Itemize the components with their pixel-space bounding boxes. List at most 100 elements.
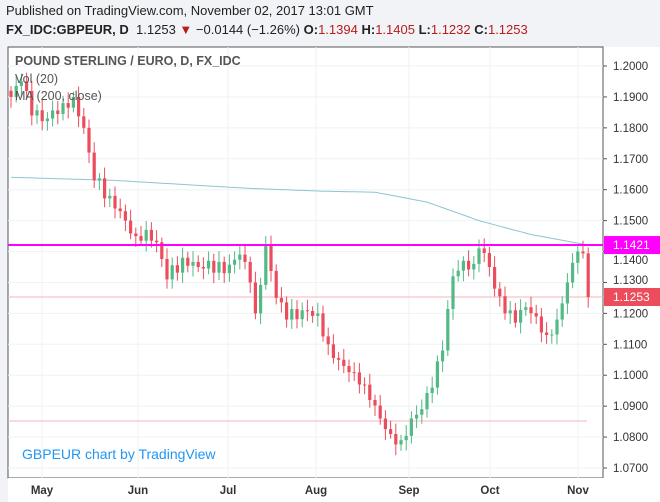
candle-body xyxy=(456,270,460,277)
candle xyxy=(222,256,226,283)
candle-body xyxy=(404,435,408,441)
candle-body xyxy=(56,110,60,114)
price-label-bg xyxy=(604,236,660,255)
candle-body xyxy=(300,310,304,320)
candle-body xyxy=(207,260,211,269)
candle xyxy=(404,425,408,451)
candle-body xyxy=(155,240,159,243)
candle xyxy=(430,376,434,404)
candle-body xyxy=(581,251,585,254)
candle-body xyxy=(108,195,112,199)
y-tick-label: 1.0900 xyxy=(613,401,648,413)
candle xyxy=(446,300,450,357)
candle xyxy=(123,204,127,232)
close-value: 1.1253 xyxy=(487,22,528,37)
candle xyxy=(165,248,169,289)
candle xyxy=(337,352,341,371)
x-tick-label: Jun xyxy=(128,485,148,497)
candle xyxy=(181,247,185,283)
candle xyxy=(316,302,320,327)
candle-body xyxy=(467,260,471,270)
price-label: 1.1421 xyxy=(613,238,650,252)
candle-body xyxy=(227,264,231,274)
candle xyxy=(191,251,195,277)
candle-body xyxy=(352,372,356,374)
candle-body xyxy=(316,313,320,316)
vol-legend[interactable]: Vol (20) xyxy=(15,72,59,86)
candle-body xyxy=(529,307,533,314)
candle-body xyxy=(305,310,309,312)
candle xyxy=(149,222,153,248)
candle xyxy=(103,167,107,208)
candle xyxy=(539,308,543,343)
candle-body xyxy=(394,433,398,445)
candle xyxy=(201,257,205,280)
candle-body xyxy=(123,211,127,221)
candle-body xyxy=(139,236,143,241)
candle-body xyxy=(40,110,44,122)
candle xyxy=(19,73,23,97)
candle-body xyxy=(441,350,445,362)
candle xyxy=(118,198,122,219)
candle-body xyxy=(61,103,65,114)
x-tick-label: Jul xyxy=(220,485,237,497)
candle-body xyxy=(196,261,200,267)
candle xyxy=(113,186,117,219)
candle-body xyxy=(409,418,413,436)
candle xyxy=(513,303,517,328)
candle-body xyxy=(285,302,289,320)
candle xyxy=(129,209,133,240)
low-label: L: xyxy=(418,22,431,37)
y-tick-label: 1.1200 xyxy=(613,308,648,320)
candle xyxy=(571,253,575,289)
candle-body xyxy=(571,262,575,283)
ma-legend[interactable]: MA (200, close) xyxy=(15,89,102,103)
candle xyxy=(498,282,502,307)
candle-body xyxy=(82,116,86,128)
y-tick-label: 1.1300 xyxy=(613,275,648,287)
candle xyxy=(321,305,325,342)
candle-body xyxy=(519,309,523,323)
candle-body xyxy=(357,372,361,385)
candle xyxy=(144,221,148,252)
candle xyxy=(467,250,471,277)
candle xyxy=(25,72,29,98)
candle xyxy=(285,296,289,328)
x-tick-label: Nov xyxy=(567,485,589,497)
candle xyxy=(233,251,237,274)
candle-body xyxy=(550,334,554,336)
candle-body xyxy=(149,229,153,241)
watermark: GBPEUR chart by TradingView xyxy=(22,446,216,462)
candle-body xyxy=(134,233,138,237)
candle xyxy=(534,304,538,324)
candle-body xyxy=(181,257,185,273)
candle-body xyxy=(233,259,237,265)
time-axis xyxy=(8,478,603,502)
symbol: FX_IDC:GBPEUR, D xyxy=(6,22,129,37)
candle-body xyxy=(264,245,268,285)
close-label: C: xyxy=(474,22,488,37)
candle-body xyxy=(191,261,195,266)
x-tick-label: Sep xyxy=(398,485,419,497)
candle xyxy=(581,240,585,259)
candle xyxy=(217,251,221,281)
candle xyxy=(347,359,351,383)
y-tick-label: 1.0700 xyxy=(613,463,648,475)
candle xyxy=(134,227,138,247)
candle-body xyxy=(118,208,122,212)
candle xyxy=(35,104,39,124)
candle xyxy=(409,411,413,444)
candle xyxy=(14,75,18,103)
y-tick-label: 1.1500 xyxy=(613,216,648,228)
x-tick-label: May xyxy=(31,485,54,497)
price-label: 1.1253 xyxy=(613,290,650,304)
candle xyxy=(139,225,143,246)
candle xyxy=(243,244,247,270)
candle xyxy=(66,92,70,119)
candle xyxy=(155,230,159,253)
candle-body xyxy=(555,319,559,335)
candle-body xyxy=(170,265,174,280)
high-label: H: xyxy=(361,22,376,37)
candle xyxy=(92,142,96,188)
